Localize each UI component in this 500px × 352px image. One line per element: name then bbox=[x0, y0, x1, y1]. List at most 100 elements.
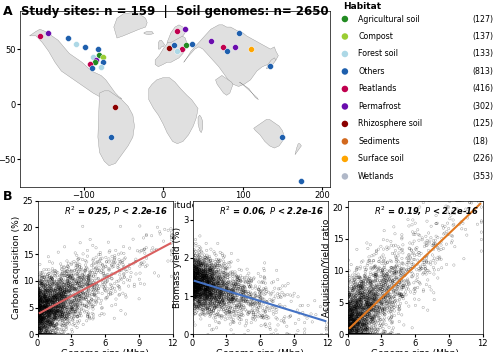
Point bbox=[40, 289, 48, 294]
Point bbox=[345, 321, 353, 327]
Point bbox=[194, 264, 202, 269]
Point bbox=[198, 249, 205, 254]
Point bbox=[206, 300, 214, 305]
Point bbox=[398, 278, 406, 283]
Point bbox=[373, 291, 381, 297]
Point bbox=[374, 304, 382, 310]
Point bbox=[414, 285, 422, 290]
Point bbox=[96, 52, 104, 57]
Point bbox=[190, 284, 198, 289]
Point bbox=[353, 315, 361, 321]
Point bbox=[346, 332, 354, 337]
Point bbox=[370, 307, 378, 313]
Point bbox=[230, 320, 238, 325]
Point bbox=[84, 279, 92, 285]
Point bbox=[70, 268, 78, 274]
Point bbox=[263, 299, 271, 305]
Point bbox=[366, 289, 374, 294]
Point bbox=[303, 315, 311, 321]
Point bbox=[366, 306, 374, 312]
Point bbox=[364, 299, 372, 305]
Point bbox=[190, 275, 198, 280]
Point bbox=[191, 274, 199, 279]
Point bbox=[190, 281, 198, 287]
Point bbox=[214, 278, 222, 284]
Point bbox=[362, 286, 370, 291]
Point bbox=[206, 300, 214, 306]
Point bbox=[209, 274, 217, 279]
Point bbox=[64, 274, 72, 279]
Point bbox=[201, 266, 209, 272]
Point bbox=[348, 332, 356, 337]
Point bbox=[196, 279, 204, 284]
Point bbox=[68, 287, 76, 293]
Point bbox=[399, 250, 407, 256]
Point bbox=[232, 296, 240, 302]
Point bbox=[48, 295, 56, 301]
Point bbox=[36, 305, 44, 311]
Point bbox=[54, 287, 62, 293]
Point bbox=[46, 259, 54, 264]
Point bbox=[69, 283, 77, 289]
Point bbox=[244, 312, 252, 317]
Point bbox=[421, 270, 429, 275]
Point bbox=[201, 301, 209, 306]
Point bbox=[386, 300, 394, 306]
Point bbox=[189, 249, 197, 254]
Point bbox=[358, 322, 366, 328]
Point bbox=[370, 323, 378, 328]
Point bbox=[196, 293, 203, 298]
Point bbox=[228, 280, 235, 286]
Point bbox=[200, 287, 208, 293]
Point bbox=[357, 296, 365, 302]
Point bbox=[46, 314, 54, 319]
Point bbox=[370, 295, 378, 301]
Point bbox=[41, 304, 49, 310]
Point bbox=[40, 314, 48, 319]
Point bbox=[98, 255, 106, 261]
Point bbox=[194, 282, 202, 288]
Point bbox=[56, 294, 64, 300]
Point bbox=[191, 297, 199, 302]
Point bbox=[346, 311, 354, 316]
Point bbox=[192, 282, 200, 287]
Point bbox=[378, 269, 386, 274]
Point bbox=[354, 332, 362, 337]
Point bbox=[250, 312, 258, 318]
Point bbox=[226, 286, 234, 291]
Point bbox=[371, 299, 379, 305]
Point bbox=[381, 328, 389, 334]
Point bbox=[212, 298, 220, 303]
Point bbox=[81, 268, 89, 274]
Point bbox=[98, 276, 106, 282]
Point bbox=[210, 282, 218, 288]
Point bbox=[74, 304, 82, 310]
Point bbox=[258, 297, 266, 302]
Point bbox=[39, 316, 47, 322]
Point bbox=[346, 332, 354, 337]
Point bbox=[102, 284, 110, 289]
Polygon shape bbox=[114, 13, 147, 38]
Point bbox=[364, 306, 372, 311]
Point bbox=[62, 298, 70, 304]
Point bbox=[385, 297, 393, 303]
Point bbox=[344, 332, 352, 337]
Point bbox=[42, 293, 50, 298]
Point bbox=[206, 266, 214, 272]
Point bbox=[358, 323, 366, 329]
Point bbox=[246, 301, 254, 307]
Point bbox=[34, 307, 42, 313]
Point bbox=[294, 294, 302, 300]
Point bbox=[362, 293, 370, 298]
Point bbox=[346, 332, 354, 337]
Point bbox=[256, 294, 264, 299]
Point bbox=[72, 293, 80, 298]
Point bbox=[358, 300, 366, 305]
Point bbox=[372, 290, 380, 296]
Point bbox=[351, 305, 359, 310]
Point bbox=[375, 299, 383, 304]
Point bbox=[224, 272, 232, 277]
Point bbox=[46, 318, 54, 324]
Point bbox=[70, 293, 78, 299]
Point bbox=[38, 298, 46, 304]
